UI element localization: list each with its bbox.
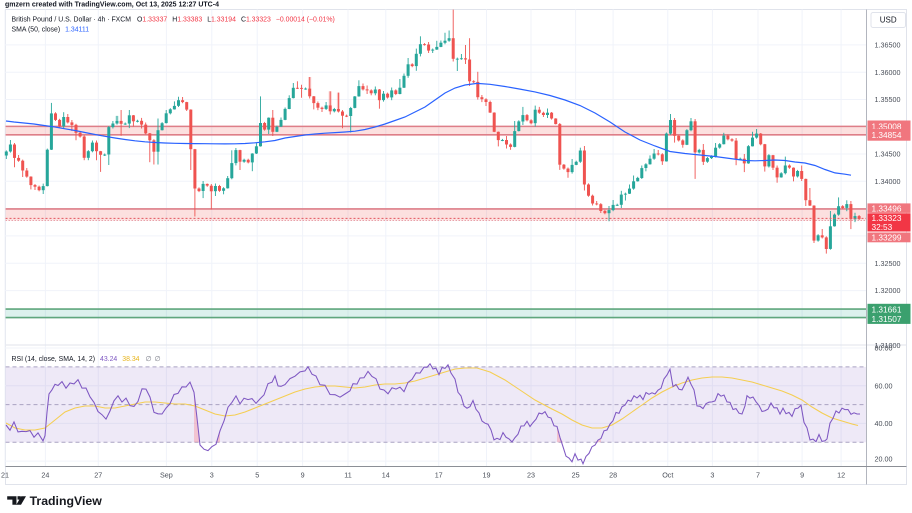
svg-text:1.33496: 1.33496: [872, 203, 902, 213]
svg-text:1.31661: 1.31661: [872, 304, 902, 314]
svg-text:1.31507: 1.31507: [872, 314, 902, 324]
svg-text:80.00: 80.00: [875, 344, 893, 353]
svg-text:1.36500: 1.36500: [875, 41, 901, 50]
svg-text:1.36000: 1.36000: [875, 68, 901, 77]
svg-text:3: 3: [210, 470, 214, 479]
svg-text:14: 14: [382, 470, 390, 479]
svg-text:21: 21: [1, 470, 9, 479]
svg-text:TradingView: TradingView: [30, 494, 103, 508]
svg-text:1.34500: 1.34500: [875, 150, 901, 159]
svg-text:20.00: 20.00: [875, 455, 893, 464]
svg-text:11: 11: [344, 470, 351, 479]
svg-text:27: 27: [94, 470, 102, 479]
svg-text:RSI (14, close, SMA, 14, 2)43.: RSI (14, close, SMA, 14, 2) 43.24 38.34 ∅ ∅: [12, 356, 161, 363]
svg-text:19: 19: [483, 470, 491, 479]
svg-text:25: 25: [572, 470, 580, 479]
svg-text:Sep: Sep: [160, 470, 173, 479]
svg-text:British Pound / U.S. Dollar ·: British Pound / U.S. Dollar · 4h · FXCM O…: [12, 16, 335, 23]
svg-text:5: 5: [255, 470, 259, 479]
svg-text:1.35008: 1.35008: [872, 122, 902, 132]
svg-text:9: 9: [301, 470, 305, 479]
svg-text:24: 24: [41, 470, 49, 479]
svg-text:32:53: 32:53: [872, 222, 893, 232]
svg-text:1.32500: 1.32500: [875, 259, 901, 268]
svg-text:7: 7: [756, 470, 760, 479]
svg-text:17: 17: [435, 470, 443, 479]
svg-text:1.33323: 1.33323: [872, 213, 902, 223]
svg-text:23: 23: [527, 470, 535, 479]
svg-text:1.34000: 1.34000: [875, 177, 901, 186]
svg-text:gmzern created with TradingVie: gmzern created with TradingView.com, Oct…: [5, 1, 219, 8]
svg-text:12: 12: [837, 470, 845, 479]
svg-text:1.33299: 1.33299: [872, 233, 902, 243]
svg-text:3: 3: [710, 470, 714, 479]
svg-text:60.00: 60.00: [875, 381, 893, 390]
svg-text:Oct: Oct: [662, 470, 673, 479]
svg-text:1.34854: 1.34854: [872, 130, 902, 140]
svg-text:USD: USD: [880, 16, 897, 25]
svg-text:1.35500: 1.35500: [875, 95, 901, 104]
svg-text:1.31000: 1.31000: [875, 341, 901, 350]
svg-text:40.00: 40.00: [875, 419, 893, 428]
svg-text:28: 28: [609, 470, 617, 479]
svg-text:9: 9: [800, 470, 804, 479]
svg-text:1.32000: 1.32000: [875, 286, 901, 295]
svg-text:SMA (50, close)1.34111: SMA (50, close) 1.34111: [12, 27, 90, 34]
